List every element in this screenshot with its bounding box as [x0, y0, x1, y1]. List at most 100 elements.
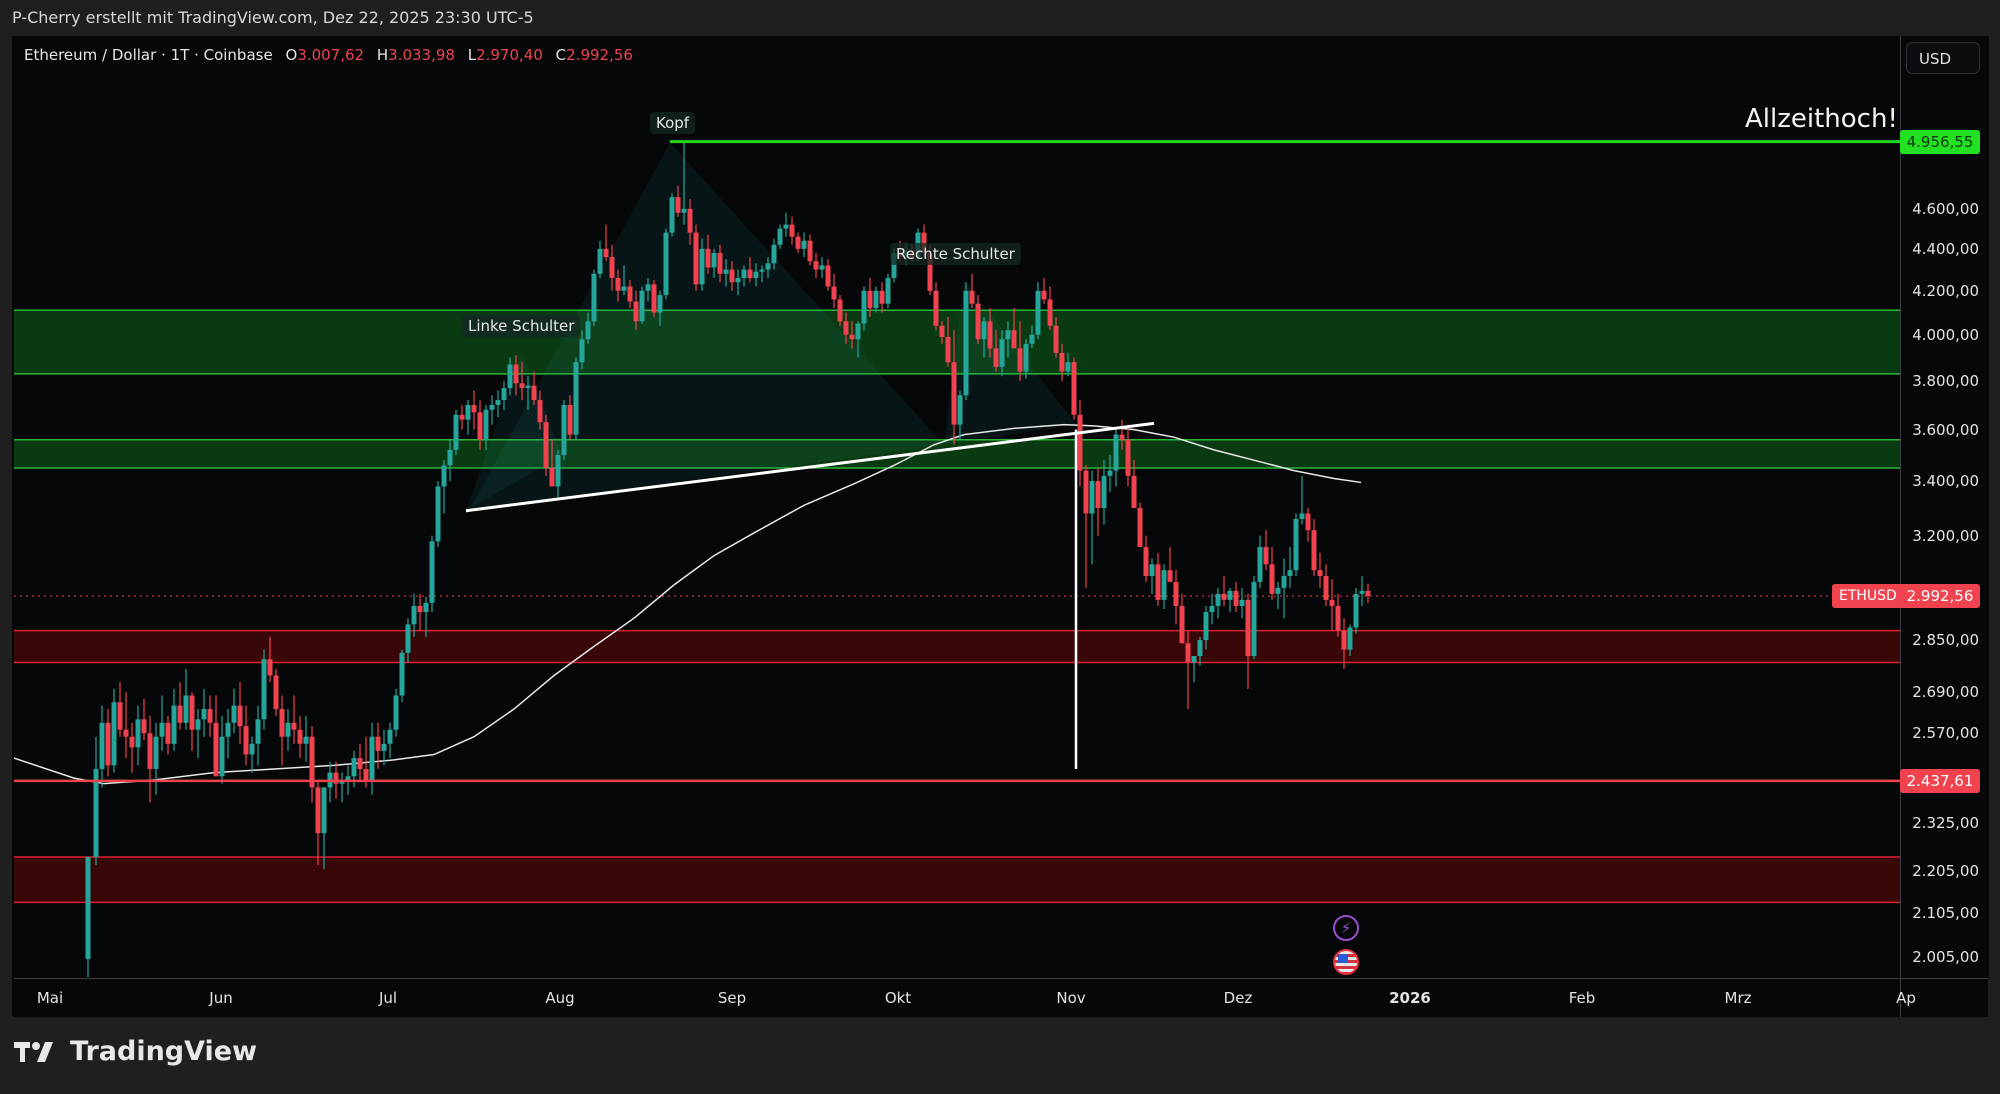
target-price-badge: 2.437,61 — [1900, 768, 1980, 793]
candle-down — [795, 236, 801, 249]
candle-up — [663, 232, 669, 296]
candle-down — [1329, 599, 1335, 606]
flag-canton — [1338, 954, 1348, 963]
candle-down — [627, 286, 633, 302]
candle-up — [759, 269, 765, 272]
candle-down — [717, 252, 723, 274]
candle-up — [411, 605, 417, 625]
time-tick: Ap — [1896, 989, 1916, 1007]
candle-down — [1077, 414, 1083, 471]
candle-up — [699, 248, 705, 285]
candle-up — [999, 339, 1005, 367]
candle-down — [945, 336, 951, 363]
all-time-high-label[interactable]: Allzeithoch! — [1745, 104, 1898, 134]
candle-up — [1293, 518, 1299, 571]
candle-down — [933, 290, 939, 326]
support-zone — [14, 439, 1900, 468]
candle-down — [213, 722, 219, 777]
price-axis[interactable]: 4.600,00 4.400,00 4.200,00 4.000,00 3.800,00… — [1900, 36, 1989, 978]
us-flag-icon[interactable] — [1333, 949, 1359, 975]
candle-down — [1245, 599, 1251, 657]
candle-down — [849, 334, 855, 340]
candlestick-plot[interactable] — [14, 36, 1900, 978]
candle-up — [981, 321, 987, 340]
chart-attribution: P-Cherry erstellt mit TradingView.com, D… — [12, 8, 534, 27]
price-tick: 2.690,00 — [1912, 683, 1979, 702]
candle-down — [615, 277, 621, 291]
candle-up — [303, 736, 309, 744]
candle-down — [1137, 508, 1143, 548]
candle-down — [1233, 590, 1239, 606]
candle-down — [837, 299, 843, 322]
left-shoulder-label[interactable]: Linke Schulter — [462, 315, 581, 337]
candle-down — [921, 232, 927, 253]
candle-down — [363, 768, 369, 780]
low-label: L — [467, 46, 477, 64]
time-axis[interactable]: Mai Jun Jul Aug Sep Okt Nov Dez 2026 Feb Mrz Ap — [14, 978, 1988, 1017]
candle-up — [447, 449, 453, 466]
symbol-name[interactable]: Ethereum / Dollar · 1T · Coinbase — [24, 46, 273, 64]
candle-up — [1239, 599, 1245, 606]
candle-up — [669, 197, 675, 233]
candle-up — [555, 455, 561, 487]
candle-up — [1035, 290, 1041, 335]
currency-button[interactable]: USD — [1906, 42, 1980, 74]
candle-up — [573, 362, 579, 435]
candle-up — [1113, 434, 1119, 471]
symbol-legend: Ethereum / Dollar · 1T · Coinbase O3.007… — [24, 46, 633, 64]
candle-down — [309, 736, 315, 788]
candle-up — [183, 695, 189, 723]
time-tick: Mrz — [1724, 989, 1752, 1007]
moving-average-line — [14, 423, 1362, 785]
resistance-zone — [14, 630, 1900, 663]
candle-down — [273, 675, 279, 710]
candle-down — [207, 709, 213, 723]
candle-down — [675, 197, 681, 213]
candle-down — [825, 265, 831, 287]
candle-down — [1125, 439, 1131, 476]
candle-down — [729, 269, 735, 283]
right-shoulder-label[interactable]: Rechte Schulter — [890, 243, 1021, 265]
price-tick: 4.000,00 — [1912, 325, 1979, 344]
candle-down — [333, 772, 339, 784]
chart-pane[interactable] — [14, 36, 1900, 978]
head-label[interactable]: Kopf — [650, 112, 696, 134]
time-tick: Feb — [1568, 989, 1596, 1007]
tradingview-wordmark: TradingView — [70, 1036, 258, 1067]
candle-up — [399, 652, 405, 696]
axis-corner-divider — [1900, 979, 1901, 1017]
candle-up — [765, 263, 771, 270]
candle-up — [873, 290, 879, 309]
candle-down — [1317, 570, 1323, 577]
candle-down — [1173, 581, 1179, 606]
candle-down — [831, 286, 837, 300]
candle-up — [495, 400, 501, 405]
lightning-icon[interactable]: ⚡ — [1333, 915, 1359, 941]
candle-up — [585, 321, 591, 340]
candle-up — [1029, 334, 1035, 344]
candle-up — [957, 395, 963, 425]
candle-down — [687, 208, 693, 233]
price-tick: 3.400,00 — [1912, 472, 1979, 491]
candle-down — [1119, 434, 1125, 440]
candle-down — [105, 722, 111, 766]
candle-up — [591, 273, 597, 322]
candle-down — [1071, 362, 1077, 415]
time-tick: Okt — [884, 989, 912, 1007]
tradingview-logo-icon — [14, 1041, 53, 1062]
candle-up — [1149, 564, 1155, 577]
candle-up — [1191, 656, 1197, 663]
candle-down — [1047, 299, 1053, 326]
time-tick: Jul — [378, 989, 398, 1007]
candle-up — [777, 228, 783, 245]
candle-down — [1323, 576, 1329, 600]
time-tick: Sep — [717, 989, 747, 1007]
candle-up — [369, 736, 375, 780]
candle-down — [531, 385, 537, 401]
candle-up — [99, 722, 105, 769]
candle-up — [861, 290, 867, 324]
candle-up — [1101, 475, 1107, 509]
price-tick: 2.850,00 — [1912, 631, 1979, 650]
time-tick: Nov — [1056, 989, 1086, 1007]
candle-down — [843, 321, 849, 335]
